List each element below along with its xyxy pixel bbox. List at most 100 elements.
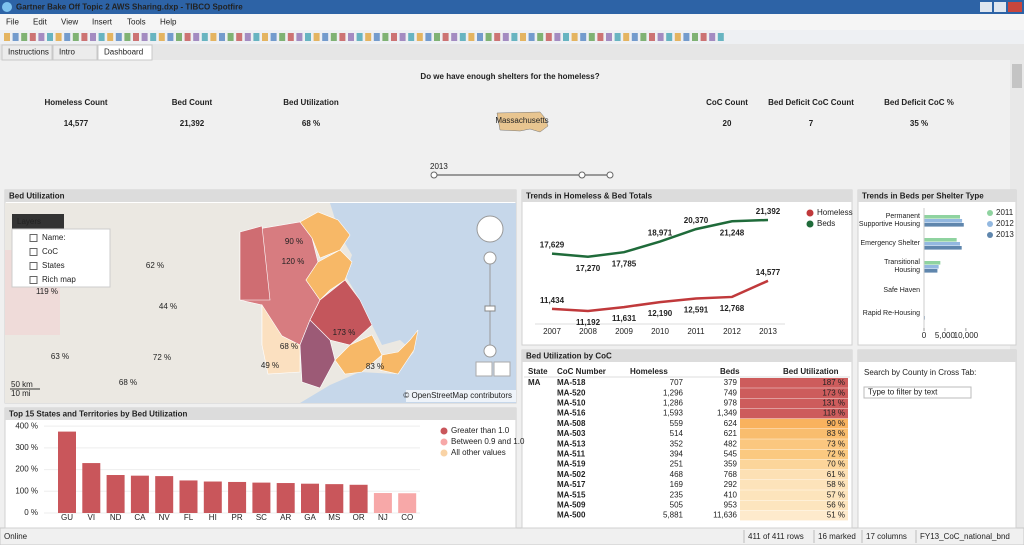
- toolbar-icon[interactable]: [287, 33, 294, 41]
- zoom-in[interactable]: [483, 251, 497, 265]
- toolbar-icon[interactable]: [72, 33, 79, 41]
- minimize-button[interactable]: [980, 2, 992, 12]
- toolbar-icon[interactable]: [38, 33, 45, 41]
- scroll-thumb[interactable]: [1012, 64, 1022, 88]
- toolbar-icon[interactable]: [528, 33, 535, 41]
- toolbar-icon[interactable]: [193, 33, 200, 41]
- toolbar-icon[interactable]: [313, 33, 320, 41]
- toolbar-icon[interactable]: [356, 33, 363, 41]
- toolbar-icon[interactable]: [683, 33, 690, 41]
- toolbar-icon[interactable]: [158, 33, 165, 41]
- layers-header[interactable]: [12, 214, 64, 229]
- toolbar-icon[interactable]: [236, 33, 243, 41]
- toolbar-icon[interactable]: [339, 33, 346, 41]
- toolbar-icon[interactable]: [477, 33, 483, 41]
- toolbar-icon[interactable]: [631, 33, 638, 41]
- select-tool[interactable]: [475, 361, 493, 377]
- toolbar-icon[interactable]: [253, 33, 260, 41]
- toolbar-icon[interactable]: [201, 33, 208, 41]
- bar[interactable]: [325, 484, 344, 513]
- toolbar-icon[interactable]: [55, 33, 62, 41]
- toolbar-icon[interactable]: [270, 33, 277, 41]
- toolbar-icon[interactable]: [451, 33, 458, 41]
- toolbar-icon[interactable]: [373, 33, 380, 41]
- bar[interactable]: [276, 483, 295, 513]
- bar[interactable]: [349, 484, 368, 513]
- toolbar-icon[interactable]: [90, 33, 96, 41]
- toolbar-icon[interactable]: [580, 33, 587, 41]
- toolbar-icon[interactable]: [399, 33, 406, 41]
- toolbar-icon[interactable]: [588, 33, 595, 41]
- toolbar-icon[interactable]: [322, 33, 329, 41]
- toolbar-icon[interactable]: [459, 33, 466, 41]
- bar[interactable]: [106, 475, 125, 513]
- slider-handle[interactable]: [430, 171, 438, 179]
- toolbar-icon[interactable]: [47, 33, 53, 41]
- menu-item[interactable]: View: [61, 18, 78, 27]
- toolbar-icon[interactable]: [382, 33, 389, 41]
- toolbar-icon[interactable]: [124, 33, 131, 41]
- toolbar-icon[interactable]: [141, 33, 148, 41]
- slider-handle[interactable]: [606, 171, 614, 179]
- bar[interactable]: [58, 431, 76, 513]
- toolbar-icon[interactable]: [408, 33, 415, 41]
- menu-item[interactable]: Insert: [92, 18, 113, 27]
- toolbar-icon[interactable]: [133, 33, 139, 41]
- toolbar-icon[interactable]: [425, 33, 432, 41]
- layer-checkbox[interactable]: [29, 248, 38, 256]
- toolbar-icon[interactable]: [700, 33, 707, 41]
- close-button[interactable]: [1008, 2, 1022, 12]
- toolbar-icon[interactable]: [416, 33, 423, 41]
- toolbar-icon[interactable]: [554, 33, 561, 41]
- toolbar-icon[interactable]: [494, 33, 501, 41]
- menu-item[interactable]: Help: [160, 18, 177, 27]
- toolbar-icon[interactable]: [29, 33, 36, 41]
- toolbar-icon[interactable]: [244, 33, 251, 41]
- bar[interactable]: [228, 481, 247, 513]
- bar[interactable]: [252, 482, 271, 513]
- toolbar-icon[interactable]: [167, 33, 174, 41]
- slider-handle[interactable]: [578, 171, 586, 179]
- toolbar-icon[interactable]: [657, 33, 664, 41]
- toolbar-icon[interactable]: [296, 33, 303, 41]
- toolbar-icon[interactable]: [537, 33, 544, 41]
- toolbar-icon[interactable]: [545, 33, 552, 41]
- toolbar-icon[interactable]: [107, 33, 114, 41]
- layer-checkbox[interactable]: [29, 262, 38, 270]
- toolbar-icon[interactable]: [649, 33, 655, 41]
- menu-item[interactable]: Tools: [127, 18, 146, 27]
- toolbar-icon[interactable]: [623, 33, 630, 41]
- menu-item[interactable]: Edit: [33, 18, 48, 27]
- toolbar-icon[interactable]: [115, 33, 122, 41]
- toolbar-icon[interactable]: [150, 33, 157, 41]
- layer-checkbox[interactable]: [29, 276, 38, 284]
- toolbar-icon[interactable]: [365, 33, 372, 41]
- toolbar-icon[interactable]: [614, 33, 621, 41]
- layer-checkbox[interactable]: [29, 234, 38, 242]
- bar[interactable]: [130, 475, 149, 513]
- toolbar-icon[interactable]: [391, 33, 397, 41]
- bar[interactable]: [301, 483, 319, 513]
- bar[interactable]: [179, 480, 198, 513]
- toolbar-icon[interactable]: [674, 33, 681, 41]
- toolbar-icon[interactable]: [606, 33, 612, 41]
- toolbar-icon[interactable]: [597, 33, 604, 41]
- toolbar-icon[interactable]: [305, 33, 311, 41]
- toolbar-icon[interactable]: [98, 33, 105, 41]
- toolbar-icon[interactable]: [640, 33, 647, 41]
- pan-tool[interactable]: [493, 361, 511, 377]
- toolbar-icon[interactable]: [692, 33, 698, 41]
- toolbar-icon[interactable]: [4, 33, 10, 41]
- toolbar-icon[interactable]: [64, 33, 71, 41]
- menu-item[interactable]: File: [6, 18, 19, 27]
- toolbar-icon[interactable]: [709, 33, 716, 41]
- toolbar-icon[interactable]: [434, 33, 440, 41]
- toolbar-icon[interactable]: [442, 33, 449, 41]
- search-input[interactable]: [863, 386, 972, 399]
- map[interactable]: [5, 203, 516, 403]
- zoom-out[interactable]: [483, 344, 497, 358]
- toolbar-icon[interactable]: [219, 33, 225, 41]
- toolbar-icon[interactable]: [717, 33, 724, 41]
- toolbar-icon[interactable]: [279, 33, 286, 41]
- toolbar-icon[interactable]: [21, 33, 28, 41]
